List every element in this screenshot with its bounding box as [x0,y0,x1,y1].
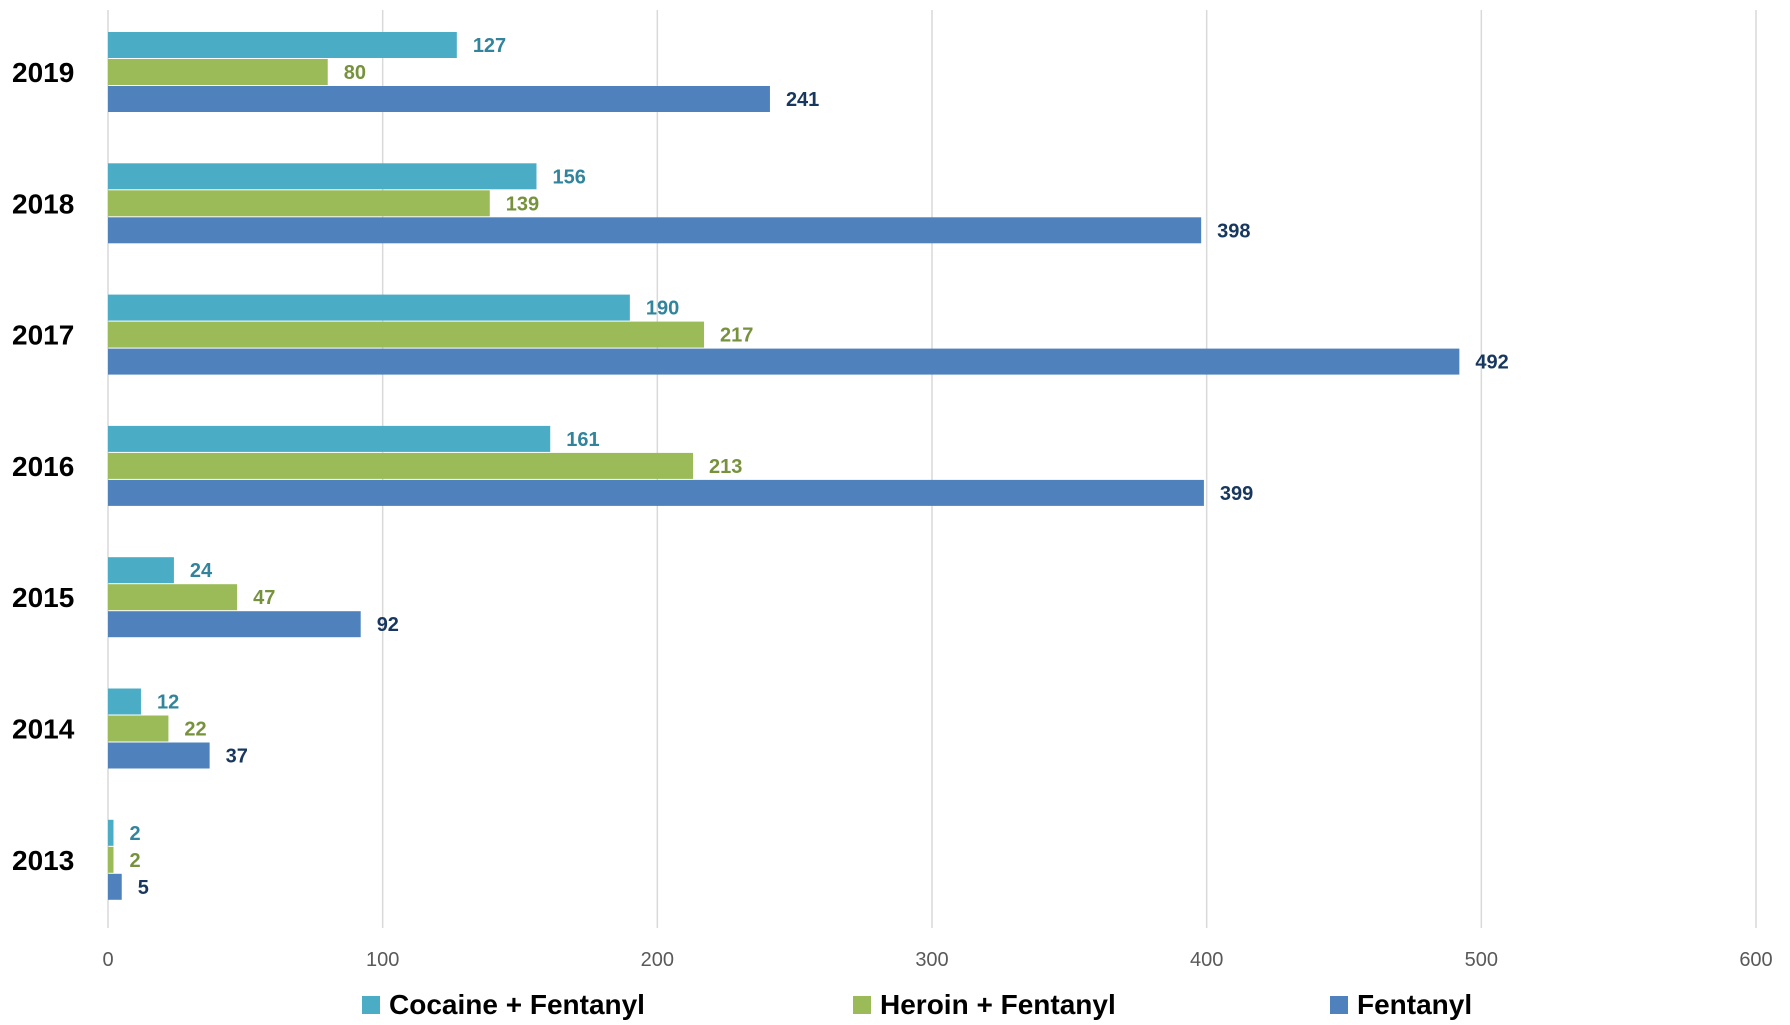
data-label: 37 [226,746,248,768]
legend-item-heroin-fentanyl: Heroin + Fentanyl [853,985,1116,1025]
data-label: 398 [1217,220,1250,242]
bar [108,425,551,452]
bar [108,321,705,348]
data-label: 5 [138,877,149,899]
data-label: 161 [566,429,599,451]
data-label: 241 [786,89,819,111]
y-category-label: 2018 [12,188,74,219]
legend-label-fentanyl: Fentanyl [1357,989,1473,1020]
bar [108,873,122,900]
bar [108,294,630,321]
bar [108,348,1460,375]
bar [108,742,210,769]
bar [108,846,114,873]
x-tick-label: 200 [641,949,674,971]
bar [108,86,770,112]
bar [108,584,238,611]
x-tick-label: 500 [1465,949,1498,971]
data-label: 156 [552,166,585,188]
legend-label-heroin-fentanyl: Heroin + Fentanyl [880,989,1116,1020]
x-tick-label: 300 [915,949,948,971]
y-category-label: 2015 [12,582,74,613]
bar [108,163,537,190]
y-category-label: 2017 [12,320,74,351]
data-label: 127 [473,35,506,57]
x-tick-label: 600 [1739,949,1772,971]
data-label: 47 [253,587,275,609]
x-tick-label: 0 [102,949,113,971]
data-label: 213 [709,456,742,478]
bar [108,819,114,846]
chart-plot: 0 100 200 300 400 500 600 2019 127 80 241 2018 156 13… [12,10,1773,971]
data-label: 22 [184,719,206,741]
bar [108,32,457,58]
data-label: 190 [646,298,679,320]
data-label: 399 [1220,483,1253,505]
data-label: 24 [190,560,213,582]
y-category-label: 2019 [12,57,74,88]
bar [108,715,169,742]
bar [108,190,490,217]
data-label: 2 [129,850,140,872]
legend-item-fentanyl: Fentanyl [1330,985,1472,1025]
data-label: 492 [1475,352,1508,374]
data-label: 2 [129,823,140,845]
legend-swatch-fentanyl [1330,996,1348,1014]
data-label: 139 [506,193,539,215]
bar [108,611,361,638]
legend-label-cocaine-fentanyl: Cocaine + Fentanyl [389,989,645,1020]
y-category-label: 2014 [12,714,75,745]
data-label: 80 [344,62,366,84]
y-category-label: 2013 [12,845,74,876]
data-label: 217 [720,325,753,347]
legend-swatch-heroin-fentanyl [853,996,871,1014]
legend-swatch-cocaine-fentanyl [362,996,380,1014]
bar [108,479,1204,506]
x-tick-label: 100 [366,949,399,971]
data-label: 12 [157,692,179,714]
bar [108,217,1202,244]
bar [108,59,328,85]
y-category-label: 2016 [12,451,74,482]
legend-item-cocaine-fentanyl: Cocaine + Fentanyl [362,985,645,1025]
x-tick-label: 400 [1190,949,1223,971]
bar [108,452,694,479]
bar [108,557,174,584]
bar [108,688,141,715]
data-label: 92 [377,614,399,636]
legend: Cocaine + Fentanyl Heroin + Fentanyl Fen… [0,985,1790,1025]
